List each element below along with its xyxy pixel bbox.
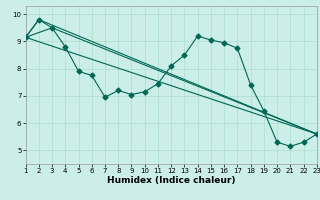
X-axis label: Humidex (Indice chaleur): Humidex (Indice chaleur) [107,176,236,185]
